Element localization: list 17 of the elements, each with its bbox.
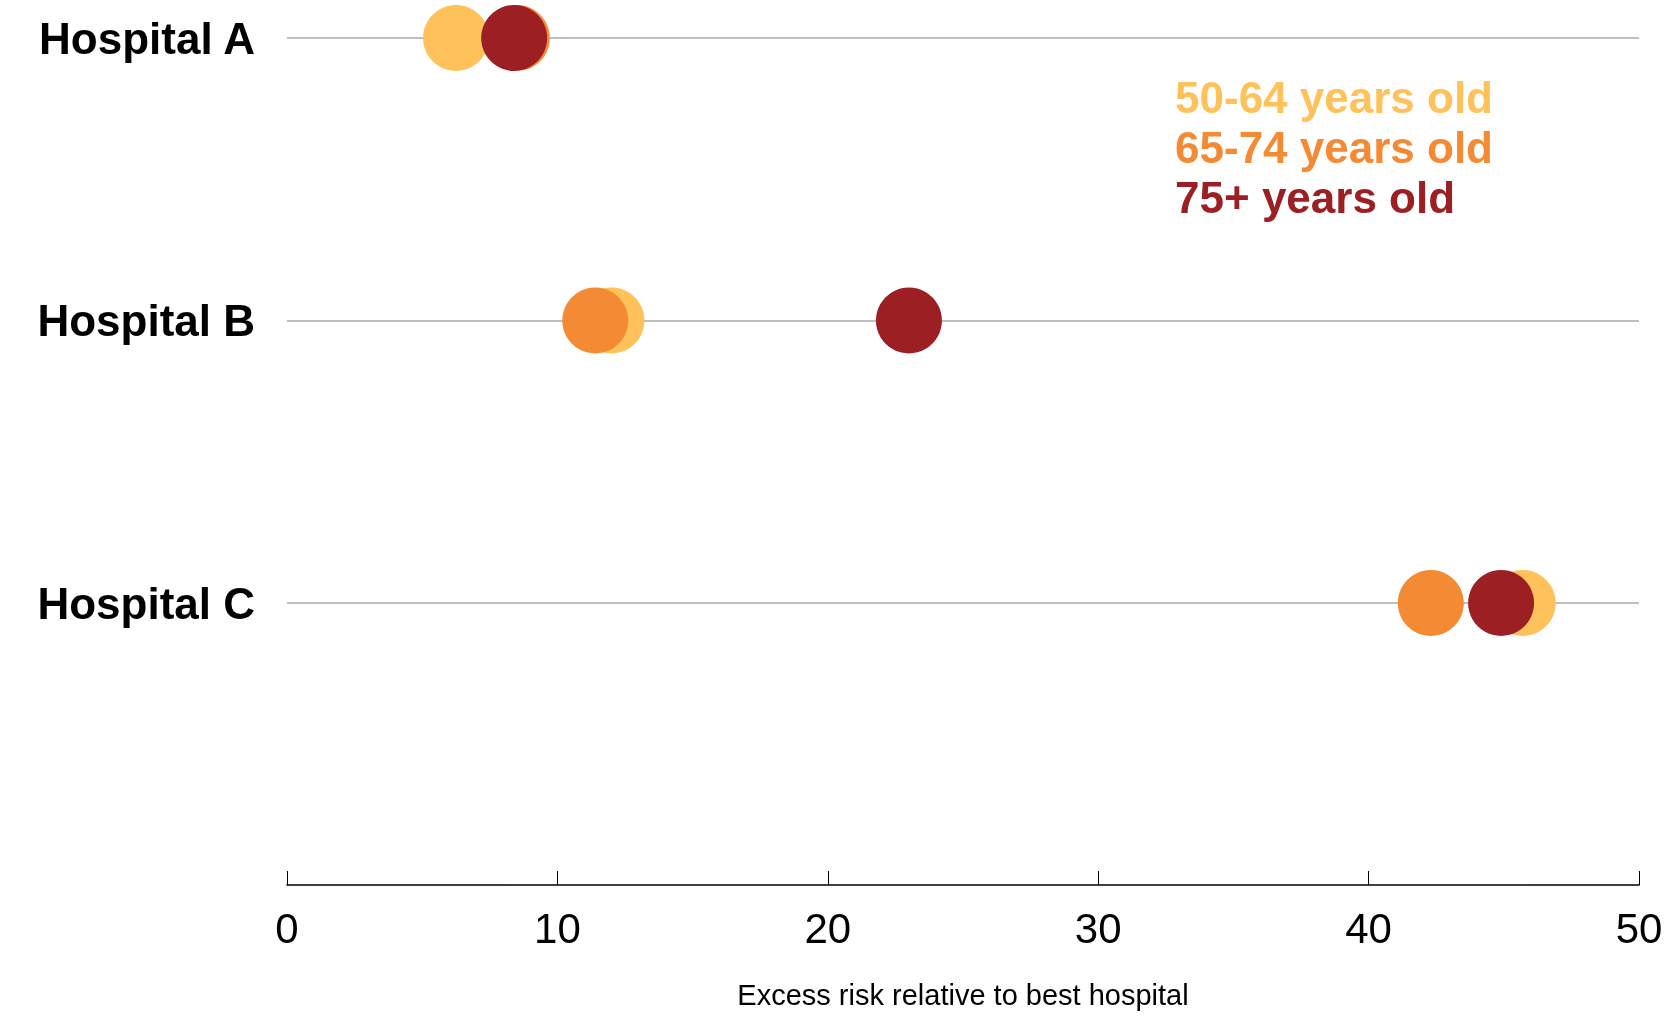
point xyxy=(875,287,942,354)
x-tick-label: 20 xyxy=(804,904,852,952)
text: 50-64 years old xyxy=(1175,72,1493,122)
x-axis-title: Excess risk relative to best hospital xyxy=(737,978,1189,1011)
text: 65-74 years old xyxy=(1175,122,1493,172)
point xyxy=(1397,570,1464,636)
point xyxy=(562,287,629,354)
x-tick-label: 30 xyxy=(1074,904,1122,952)
x-tick-label: 10 xyxy=(534,904,581,952)
x-tick-label: 0 xyxy=(275,904,299,952)
text: 75+ years old xyxy=(1175,172,1456,222)
x-tick-label: 40 xyxy=(1345,904,1392,952)
y-tick-label: Hospital B xyxy=(37,296,255,345)
y-tick-label: Hospital C xyxy=(37,578,255,628)
y-tick-label: Hospital A xyxy=(39,13,255,63)
x-tick-label: 50 xyxy=(1615,904,1663,952)
point xyxy=(1468,570,1535,636)
